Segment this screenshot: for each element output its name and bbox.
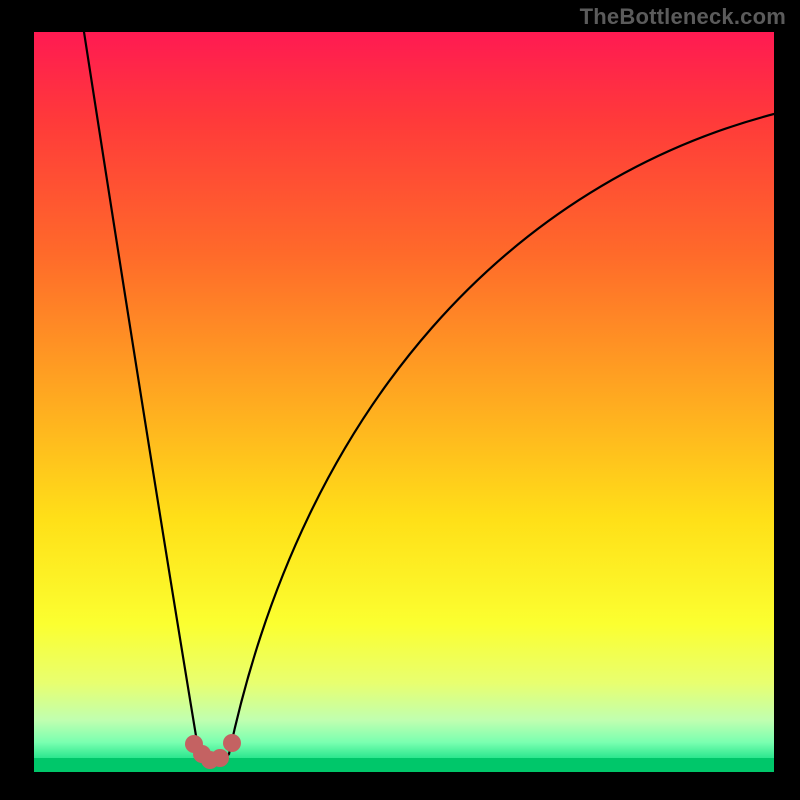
bottleneck-curve [34, 32, 774, 772]
trough-marker [211, 749, 229, 767]
chart-frame: TheBottleneck.com [0, 0, 800, 800]
plot-area [34, 32, 774, 772]
curve-path [84, 32, 774, 763]
watermark-text: TheBottleneck.com [580, 4, 786, 30]
trough-marker [223, 734, 241, 752]
watermark-label: TheBottleneck.com [580, 4, 786, 29]
